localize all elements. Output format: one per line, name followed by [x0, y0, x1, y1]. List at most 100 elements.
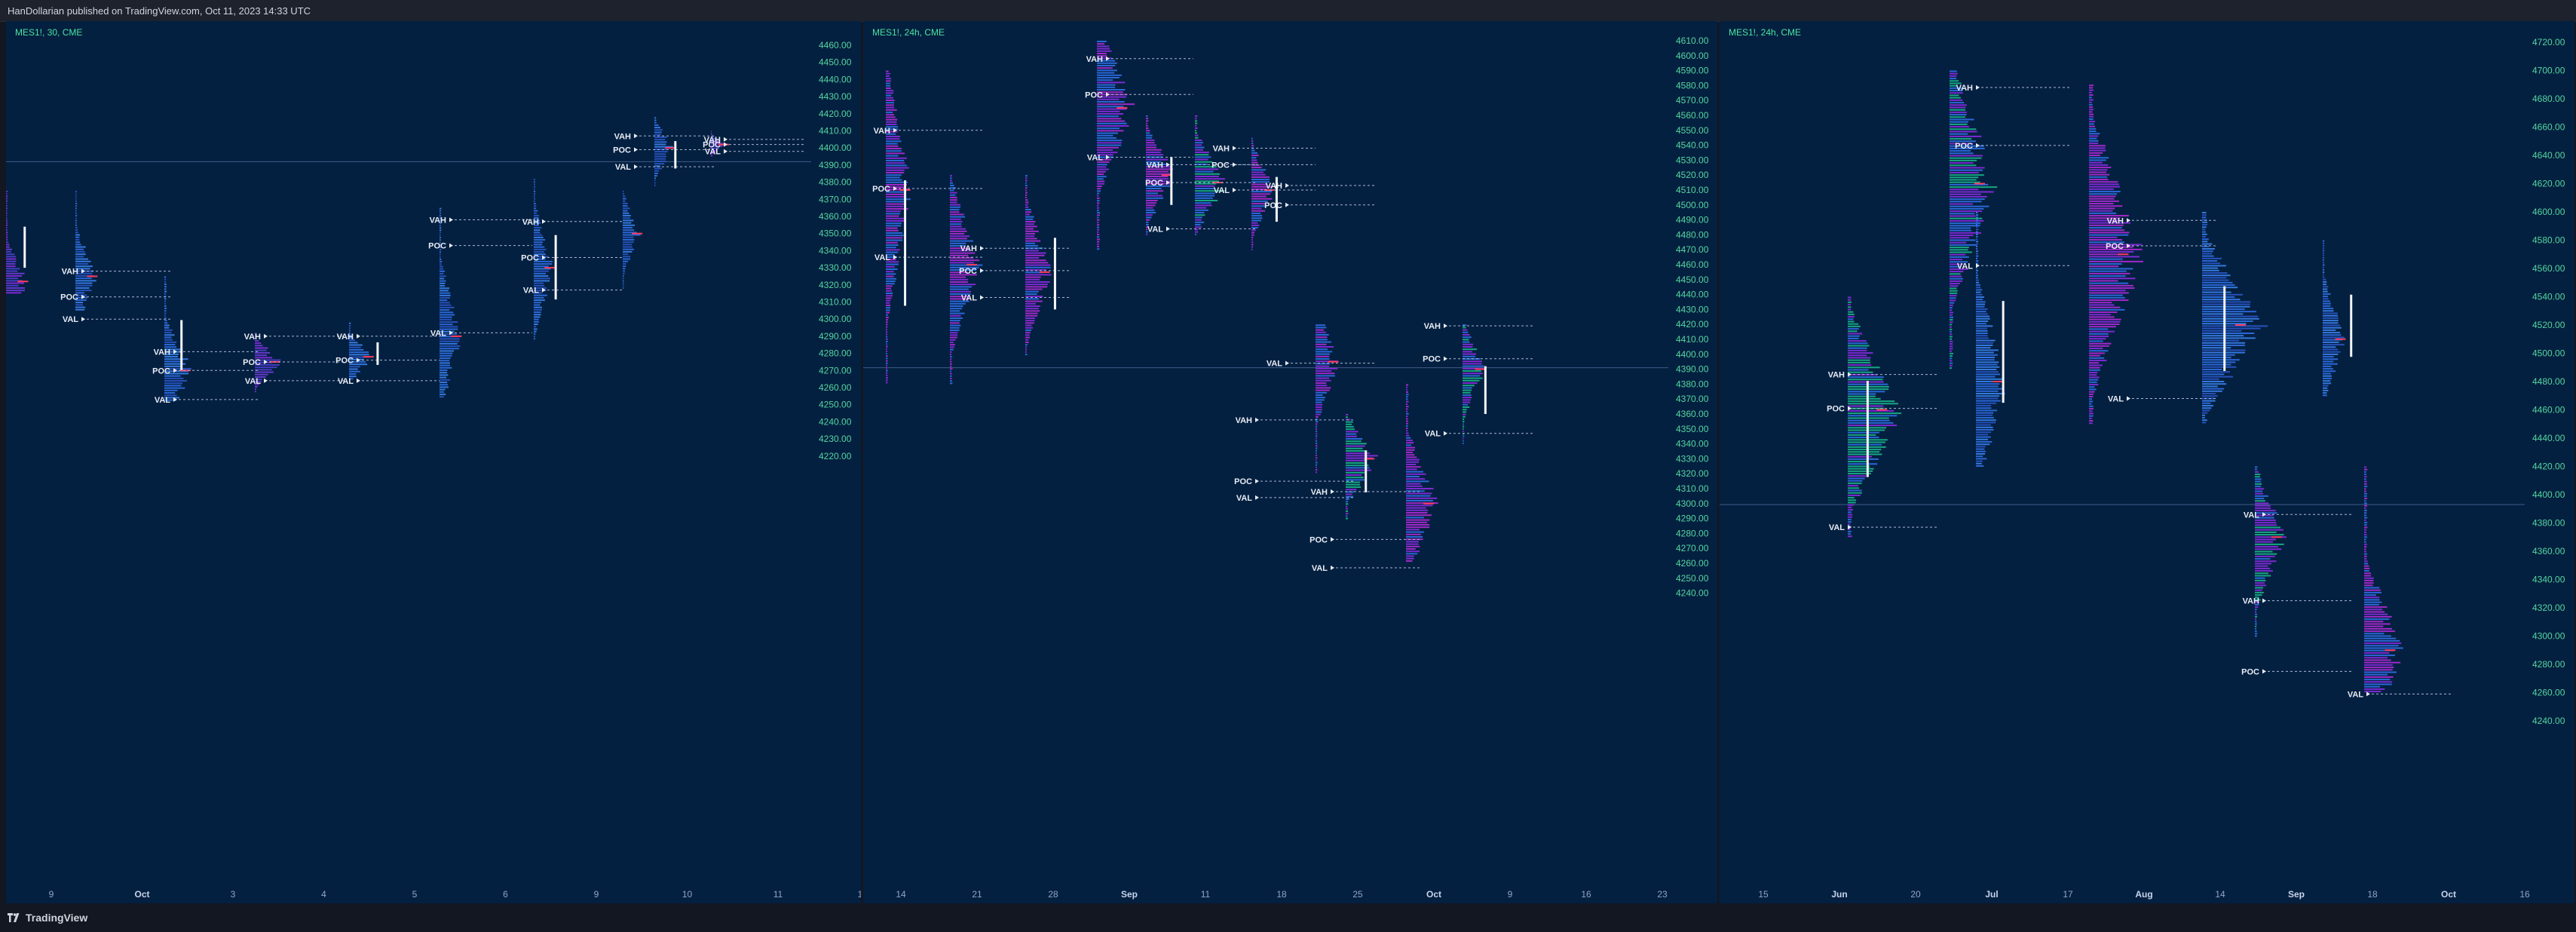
- profile-row: [1097, 178, 1104, 180]
- profile-row: [950, 286, 972, 288]
- profile-row: [623, 205, 628, 207]
- profile-row: [1950, 227, 1971, 229]
- profile-row: [950, 300, 969, 302]
- profile-row: [2364, 603, 2379, 605]
- chart-panel-30min[interactable]: MES1!, 30, CME 4460.00 4450.00 4440.00 4430…: [6, 21, 861, 903]
- profile-row: [255, 369, 272, 371]
- profile-row: [2323, 278, 2326, 281]
- price-tick-label: 4420.00: [1676, 319, 1709, 330]
- profile-row: [1976, 414, 1993, 416]
- profile-row: [1976, 405, 1992, 406]
- profile-chart-svg[interactable]: 4460.004450.004440.004430.004420.004410.…: [6, 21, 861, 903]
- profile-row: [2089, 236, 2118, 238]
- profile-row: [950, 266, 979, 268]
- profile-row: [75, 284, 93, 287]
- time-tick-label: 9: [1508, 889, 1513, 900]
- profile-row: [1316, 452, 1317, 454]
- profile-row: [2089, 369, 2100, 371]
- profile-row: [1097, 180, 1105, 182]
- profile-row: [886, 225, 902, 227]
- profile-row: [2364, 526, 2368, 529]
- profile-row: [1195, 190, 1225, 192]
- profile-row: [623, 262, 626, 265]
- level-label-val: VAL: [523, 287, 539, 296]
- chart-panel-24h-b[interactable]: MES1!, 24h, CME 4720.00 4700.00 4680.00 466…: [1720, 21, 2574, 903]
- poc-marker: [632, 232, 643, 235]
- level-arrow-icon: [357, 378, 360, 383]
- chart-panel-24h-a[interactable]: MES1!, 24h, CME 4610.00 4600.00 4590.00 458…: [863, 21, 1717, 903]
- profile-row: [1146, 185, 1171, 187]
- profile-row: [886, 80, 891, 82]
- profile-row: [886, 184, 908, 185]
- tradingview-logo[interactable]: TradingView: [8, 912, 87, 924]
- profile-row: [2202, 233, 2207, 235]
- profile-row: [1406, 488, 1434, 489]
- profile-row: [886, 283, 895, 285]
- profile-row: [2364, 613, 2388, 615]
- profile-row: [2202, 255, 2214, 257]
- profile-row: [1976, 274, 1979, 277]
- profile-row: [2202, 257, 2222, 259]
- profile-row: [1097, 45, 1110, 48]
- time-tick-label: 6: [503, 889, 508, 900]
- profile-row: [1950, 331, 1952, 333]
- profile-row: [2202, 226, 2207, 228]
- profile-row: [2255, 538, 2276, 541]
- profile-row: [1195, 144, 1202, 146]
- profile-row: [1950, 213, 1975, 215]
- time-tick-label: 3: [231, 889, 236, 900]
- profile-row: [1463, 324, 1467, 327]
- profile-row: [349, 366, 360, 368]
- level-label-vah: VAH: [1828, 371, 1845, 380]
- profile-row: [1950, 133, 1968, 135]
- profile-row: [1025, 189, 1027, 192]
- profile-row: [2364, 667, 2394, 669]
- profile-chart-svg[interactable]: 4610.004600.004590.004580.004570.004560.…: [863, 21, 1717, 903]
- profile-row: [1406, 437, 1411, 439]
- profile-row: [75, 306, 86, 308]
- profile-row: [349, 327, 351, 330]
- level-arrow-icon: [724, 142, 727, 147]
- level-arrow-icon: [724, 136, 727, 142]
- profile-row: [255, 347, 268, 349]
- profile-row: [1976, 238, 1978, 241]
- profile-row: [1346, 440, 1362, 443]
- profile-row: [2255, 498, 2265, 500]
- profile-row: [2364, 655, 2395, 657]
- profile-row: [1950, 338, 1953, 340]
- profile-row: [1251, 159, 1257, 161]
- level-arrow-icon: [1331, 537, 1334, 542]
- profile-row: [1463, 409, 1467, 411]
- profile-chart-svg[interactable]: 4720.004700.004680.004660.004640.004620.…: [1720, 21, 2574, 903]
- profile-row: [255, 361, 273, 363]
- profile-row: [1950, 352, 1953, 354]
- profile-row: [654, 163, 665, 165]
- profile-row: [950, 240, 973, 242]
- profile-row: [1346, 513, 1349, 515]
- profile-row: [1025, 242, 1036, 244]
- profile-row: [2323, 310, 2334, 312]
- price-tick-label: 4720.00: [2532, 37, 2565, 48]
- profile-row: [534, 253, 546, 256]
- profile-row: [1025, 252, 1046, 254]
- profile-row: [1848, 425, 1898, 427]
- time-tick-label: 18: [1276, 889, 1287, 900]
- profile-row: [1406, 517, 1424, 519]
- profile-row: [534, 210, 538, 212]
- profile-row: [440, 386, 449, 388]
- profile-row: [1950, 179, 1977, 181]
- profile-row: [886, 271, 894, 273]
- price-tick-label: 4280.00: [1676, 528, 1709, 538]
- price-tick-label: 4270.00: [1676, 543, 1709, 553]
- profile-row: [2255, 567, 2271, 569]
- profile-row: [950, 250, 970, 252]
- profile-row: [2255, 558, 2271, 560]
- profile-row: [164, 336, 172, 339]
- profile-row: [1950, 360, 1953, 362]
- profile-row: [1316, 394, 1323, 396]
- profile-row: [1025, 305, 1040, 307]
- price-tick-label: 4220.00: [819, 451, 852, 461]
- profile-row: [2364, 673, 2388, 676]
- profile-row: [1195, 139, 1202, 141]
- profile-row: [440, 374, 449, 376]
